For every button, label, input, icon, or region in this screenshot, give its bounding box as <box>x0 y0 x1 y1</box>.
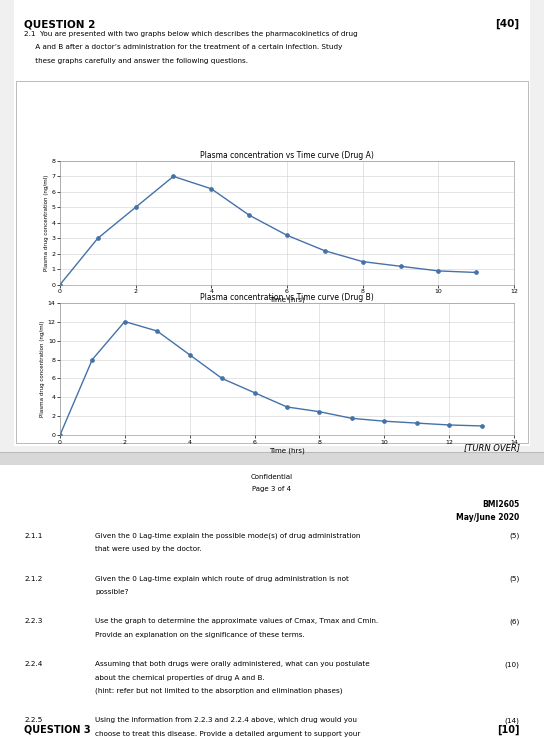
Text: Provide an explanation on the significance of these terms.: Provide an explanation on the significan… <box>95 632 305 638</box>
X-axis label: Time (hrs): Time (hrs) <box>269 297 305 303</box>
Text: Assuming that both drugs were orally administered, what can you postulate: Assuming that both drugs were orally adm… <box>95 661 370 667</box>
Text: (14): (14) <box>505 717 520 724</box>
Text: A and B after a doctor’s administration for the treatment of a certain infection: A and B after a doctor’s administration … <box>24 44 343 50</box>
Text: 2.1  You are presented with two graphs below which describes the pharmacokinetic: 2.1 You are presented with two graphs be… <box>24 31 358 37</box>
Text: 2.1.2: 2.1.2 <box>24 576 43 582</box>
Y-axis label: Plasma drug concentration (ng/ml): Plasma drug concentration (ng/ml) <box>40 321 45 417</box>
Text: Given the 0 Lag-time explain the possible mode(s) of drug administration: Given the 0 Lag-time explain the possibl… <box>95 533 361 539</box>
Text: [10]: [10] <box>497 725 520 735</box>
Text: 2.2.5: 2.2.5 <box>24 717 43 723</box>
Text: (6): (6) <box>509 618 520 625</box>
Text: (10): (10) <box>505 661 520 668</box>
Text: Using the information from 2.2.3 and 2.2.4 above, which drug would you: Using the information from 2.2.3 and 2.2… <box>95 717 357 723</box>
X-axis label: Time (hrs): Time (hrs) <box>269 447 305 454</box>
Bar <box>0 465 544 738</box>
Text: BMI2605: BMI2605 <box>483 500 520 509</box>
Text: 2.1.1: 2.1.1 <box>24 533 43 539</box>
Text: QUESTION 2: QUESTION 2 <box>24 19 96 30</box>
Text: that were used by the doctor.: that were used by the doctor. <box>95 546 202 552</box>
Text: [TURN OVER]: [TURN OVER] <box>463 443 520 452</box>
Text: about the chemical properties of drug A and B.: about the chemical properties of drug A … <box>95 675 265 680</box>
Text: choose to treat this disease. Provide a detailed argument to support your: choose to treat this disease. Provide a … <box>95 731 361 737</box>
Text: Use the graph to determine the approximate values of Cmax, Tmax and Cmin.: Use the graph to determine the approxima… <box>95 618 378 624</box>
Y-axis label: Plasma drug concentration (ng/ml): Plasma drug concentration (ng/ml) <box>44 175 49 271</box>
Text: these graphs carefully and answer the following questions.: these graphs carefully and answer the fo… <box>24 58 249 63</box>
Text: possible?: possible? <box>95 589 129 595</box>
Title: Plasma concentration vs Time curve (Drug B): Plasma concentration vs Time curve (Drug… <box>200 293 374 302</box>
Text: [40]: [40] <box>496 19 520 30</box>
Bar <box>14 0 530 446</box>
Bar <box>16 81 528 443</box>
Text: Page 3 of 4: Page 3 of 4 <box>252 486 292 492</box>
Text: Given the 0 Lag-time explain which route of drug administration is not: Given the 0 Lag-time explain which route… <box>95 576 349 582</box>
Bar <box>0 452 544 465</box>
Text: QUESTION 3: QUESTION 3 <box>24 725 91 735</box>
Text: (hint: refer but not limited to the absorption and elimination phases): (hint: refer but not limited to the abso… <box>95 688 343 694</box>
Text: Confidential: Confidential <box>251 474 293 480</box>
Text: (5): (5) <box>509 533 520 539</box>
Text: 2.2.4: 2.2.4 <box>24 661 43 667</box>
Text: May/June 2020: May/June 2020 <box>456 513 520 522</box>
Title: Plasma concentration vs Time curve (Drug A): Plasma concentration vs Time curve (Drug… <box>200 151 374 160</box>
Text: 2.2.3: 2.2.3 <box>24 618 43 624</box>
Text: (5): (5) <box>509 576 520 582</box>
